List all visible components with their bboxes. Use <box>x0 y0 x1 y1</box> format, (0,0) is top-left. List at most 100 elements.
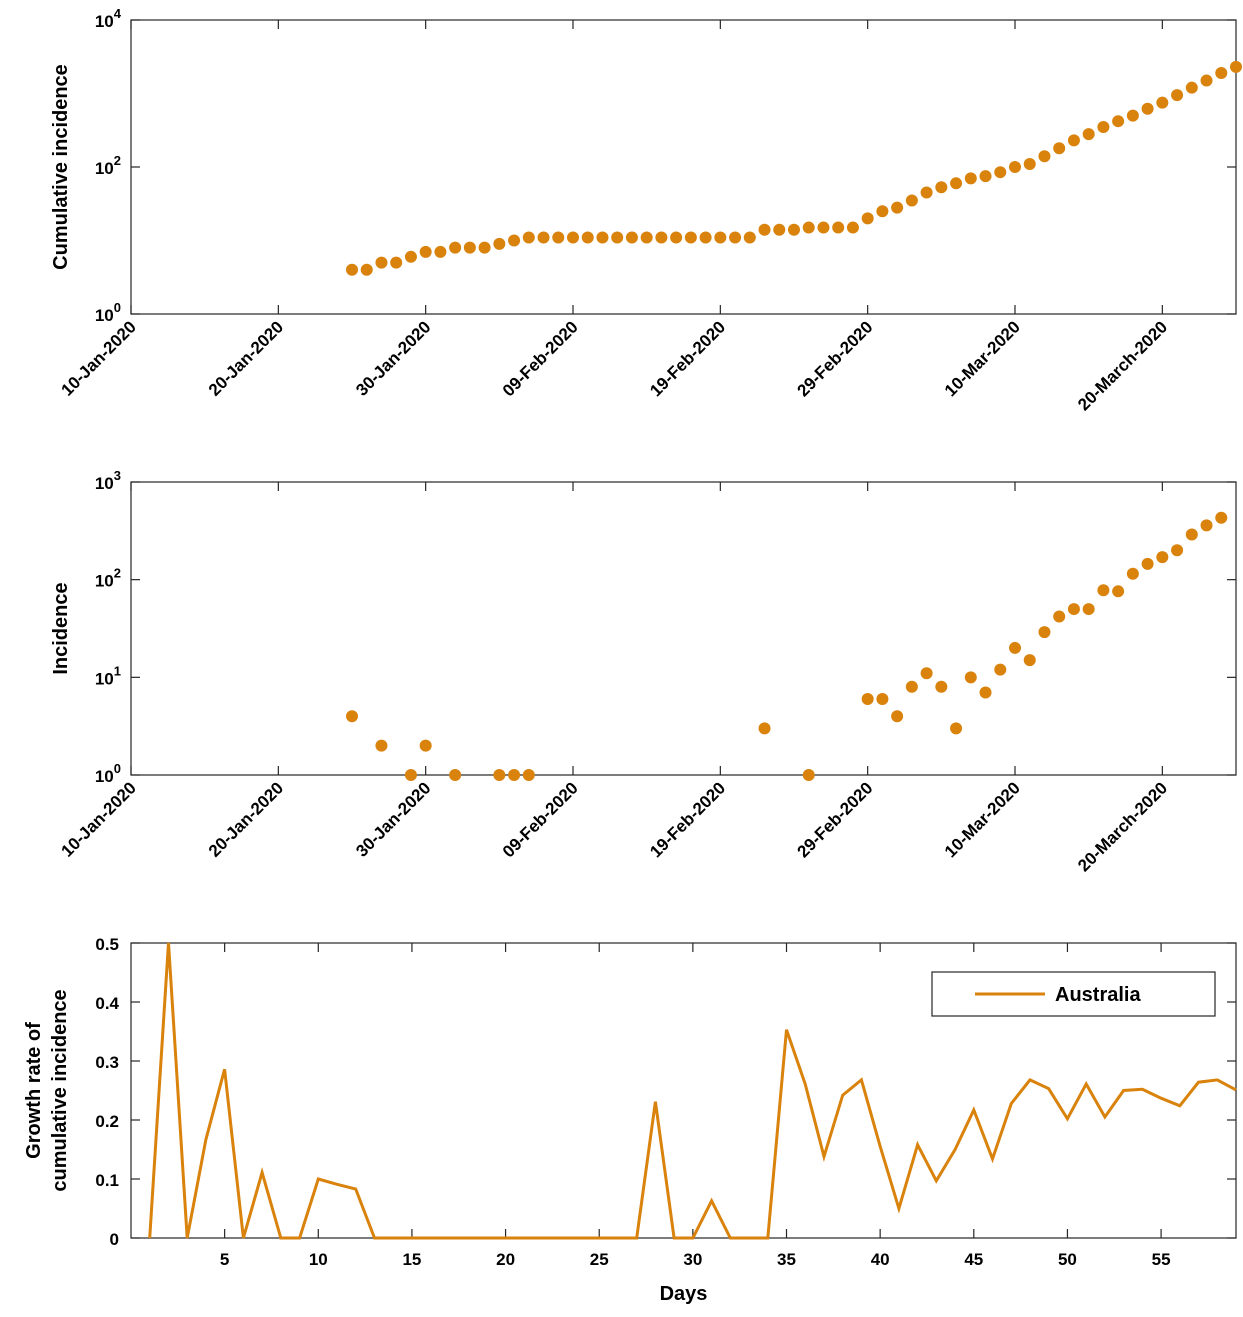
legend: Australia <box>931 971 1216 1017</box>
cumulative-point <box>346 263 358 276</box>
ytick-base: 10 <box>95 669 114 688</box>
cumulative-point <box>891 201 904 214</box>
incidence-point <box>935 680 948 693</box>
incidence-xtick-label: 10-Jan-2020 <box>58 778 140 860</box>
incidence-ytick-label: 100 <box>95 761 121 786</box>
growth-ytick-label: 0.4 <box>95 994 119 1013</box>
cumulative-point <box>1082 128 1095 141</box>
cumulative-point <box>1067 134 1080 147</box>
incidence-xtick-label: 29-Feb-2020 <box>794 778 877 861</box>
growth-ylabel-line: cumulative incidence <box>49 989 71 1191</box>
cumulative-point <box>390 256 403 269</box>
cumulative-point <box>1200 74 1213 87</box>
cumulative-xtick-label: 30-Jan-2020 <box>352 317 434 399</box>
ytick-base: 10 <box>95 767 114 786</box>
cumulative-point <box>861 212 874 225</box>
growth-xtick-label: 15 <box>402 1250 421 1269</box>
incidence-ytick-label: 102 <box>95 566 121 591</box>
growth-ytick-label: 0.5 <box>95 935 119 954</box>
incidence-point <box>493 769 506 781</box>
cumulative-ytick-label: 100 <box>95 300 121 325</box>
cumulative-point <box>743 231 756 244</box>
cumulative-point <box>979 170 992 183</box>
incidence-ytick-label: 101 <box>95 663 121 688</box>
cumulative-point <box>964 172 977 185</box>
incidence-xtick-label: 19-Feb-2020 <box>646 778 729 861</box>
cumulative-point <box>419 245 432 258</box>
growth-xtick-label: 45 <box>964 1250 983 1269</box>
cumulative-point <box>684 231 697 244</box>
cumulative-axes-box <box>130 19 1237 315</box>
cumulative-point <box>404 250 417 263</box>
growth-xtick-label: 5 <box>220 1250 229 1269</box>
cumulative-point <box>950 177 963 190</box>
legend-label-australia: Australia <box>1055 984 1141 1006</box>
cumulative-point <box>611 231 624 244</box>
ytick-exponent: 2 <box>114 153 121 168</box>
cumulative-point <box>729 231 742 244</box>
ytick-base: 10 <box>95 572 114 591</box>
cumulative-point <box>1053 142 1066 155</box>
incidence-point <box>1171 544 1184 557</box>
incidence-point <box>758 722 771 735</box>
cumulative-point <box>788 223 800 236</box>
incidence-point <box>1023 654 1036 667</box>
cumulative-point <box>522 231 535 244</box>
incidence-point <box>876 693 889 706</box>
cumulative-point <box>846 221 859 234</box>
incidence-xtick-label: 20-Jan-2020 <box>205 778 287 860</box>
cumulative-point <box>1038 150 1051 163</box>
cumulative-point <box>552 231 565 244</box>
cumulative-xtick-label: 29-Feb-2020 <box>794 317 877 400</box>
cumulative-point <box>655 231 668 244</box>
incidence-point <box>1200 519 1213 532</box>
incidence-point <box>891 710 904 723</box>
ytick-exponent: 0 <box>114 300 121 315</box>
cumulative-xtick-label: 20-March-2020 <box>1074 317 1171 414</box>
incidence-point <box>1126 567 1139 580</box>
incidence-point <box>404 769 417 781</box>
cumulative-ylabel: Cumulative incidence <box>50 64 72 270</box>
ytick-exponent: 4 <box>114 6 122 21</box>
incidence-point <box>979 686 992 699</box>
growth-series-line-australia <box>148 942 1237 1240</box>
cumulative-point <box>670 231 683 244</box>
cumulative-point <box>832 221 845 234</box>
growth-ytick-label: 0.1 <box>95 1171 119 1190</box>
cumulative-point <box>1230 60 1242 73</box>
cumulative-point <box>508 234 521 247</box>
incidence-point <box>1067 603 1080 616</box>
incidence-point <box>1053 610 1066 623</box>
growth-xlabel: Days <box>660 1283 708 1305</box>
cumulative-point <box>817 221 830 234</box>
incidence-point <box>1215 511 1228 524</box>
growth-xtick-label: 20 <box>496 1250 515 1269</box>
cumulative-point <box>640 231 653 244</box>
growth-xtick-label: 10 <box>309 1250 328 1269</box>
incidence-point <box>1156 551 1169 564</box>
cumulative-point <box>360 263 373 276</box>
cumulative-point <box>1156 96 1169 109</box>
cumulative-point <box>1023 157 1036 170</box>
incidence-axes-box <box>130 481 1237 776</box>
ytick-exponent: 1 <box>114 663 121 678</box>
growth-xtick-label: 40 <box>871 1250 890 1269</box>
ytick-exponent: 3 <box>114 468 121 483</box>
ytick-exponent: 0 <box>114 761 121 776</box>
incidence-ytick-label: 103 <box>95 468 121 493</box>
cumulative-point <box>478 241 491 254</box>
incidence-point <box>861 693 874 706</box>
cumulative-xtick-label: 19-Feb-2020 <box>646 317 729 400</box>
cumulative-point <box>994 166 1007 179</box>
cumulative-point <box>1126 109 1139 122</box>
ytick-base: 10 <box>95 306 114 325</box>
cumulative-point <box>434 245 447 258</box>
ytick-base: 10 <box>95 12 114 31</box>
incidence-xtick-label: 20-March-2020 <box>1074 778 1171 875</box>
cumulative-point <box>1097 121 1110 134</box>
cumulative-point <box>567 231 579 244</box>
cumulative-point <box>714 231 727 244</box>
